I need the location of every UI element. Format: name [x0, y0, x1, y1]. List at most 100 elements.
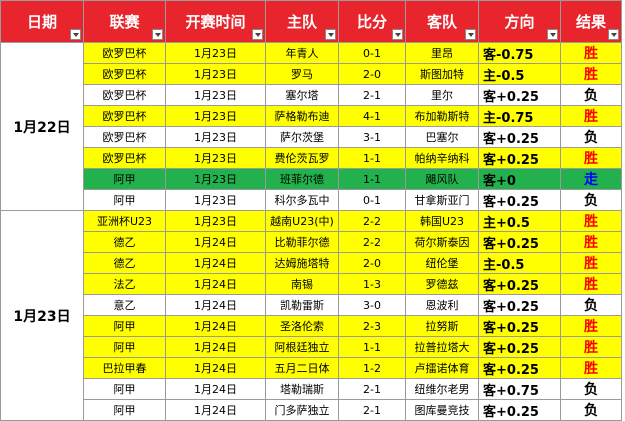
away-team-cell: 里昂: [405, 42, 479, 64]
direction-cell: 客+0.25: [478, 294, 561, 316]
home-team-cell: 达姆施塔特: [265, 252, 339, 274]
direction-cell: 客+0.25: [478, 126, 561, 148]
data-row: 阿甲 1月24日 塔勒瑞斯 2-1 纽维尔老男 客+0.75 负: [1, 378, 622, 400]
score-cell: 0-1: [338, 42, 406, 64]
score-cell: 2-0: [338, 63, 406, 85]
result-cell: 胜: [560, 42, 622, 64]
filter-button[interactable]: [152, 29, 163, 40]
column-header: 客队: [405, 0, 479, 43]
score-cell: 2-3: [338, 315, 406, 337]
data-row: 欧罗巴杯 1月23日 塞尔塔 2-1 里尔 客+0.25 负: [1, 84, 622, 106]
away-team-cell: 甘拿斯亚门: [405, 189, 479, 211]
data-row: 阿甲 1月24日 圣洛伦索 2-3 拉努斯 客+0.25 胜: [1, 315, 622, 337]
filter-button[interactable]: [252, 29, 263, 40]
away-team-cell: 荷尔斯泰因: [405, 231, 479, 253]
result-cell: 负: [560, 189, 622, 211]
time-cell: 1月23日: [165, 168, 266, 190]
header-text: 客队: [426, 13, 457, 31]
direction-cell: 客+0.25: [478, 147, 561, 169]
home-team-cell: 罗马: [265, 63, 339, 85]
league-cell: 阿甲: [83, 378, 166, 400]
home-team-cell: 科尔多瓦中: [265, 189, 339, 211]
direction-cell: 客+0.25: [478, 336, 561, 358]
league-cell: 欧罗巴杯: [83, 63, 166, 85]
away-team-cell: 巴塞尔: [405, 126, 479, 148]
time-cell: 1月24日: [165, 315, 266, 337]
league-cell: 德乙: [83, 252, 166, 274]
result-cell: 负: [560, 294, 622, 316]
result-cell: 胜: [560, 252, 622, 274]
time-cell: 1月24日: [165, 273, 266, 295]
direction-cell: 主+0.5: [478, 210, 561, 232]
filter-button[interactable]: [465, 29, 476, 40]
direction-cell: 主-0.5: [478, 252, 561, 274]
direction-cell: 客+0.25: [478, 399, 561, 421]
away-team-cell: 飓风队: [405, 168, 479, 190]
league-cell: 欧罗巴杯: [83, 84, 166, 106]
data-row: 阿甲 1月24日 门多萨独立 2-1 图库曼竞技 客+0.25 负: [1, 399, 622, 421]
score-cell: 4-1: [338, 105, 406, 127]
league-cell: 德乙: [83, 231, 166, 253]
direction-cell: 客+0.25: [478, 84, 561, 106]
score-cell: 1-1: [338, 336, 406, 358]
home-team-cell: 萨格勒布迪: [265, 105, 339, 127]
time-cell: 1月23日: [165, 42, 266, 64]
direction-cell: 主-0.5: [478, 63, 561, 85]
away-team-cell: 卢擂诺体育: [405, 357, 479, 379]
score-cell: 2-2: [338, 210, 406, 232]
time-cell: 1月23日: [165, 63, 266, 85]
away-team-cell: 斯图加特: [405, 63, 479, 85]
result-cell: 胜: [560, 357, 622, 379]
score-cell: 2-0: [338, 252, 406, 274]
time-cell: 1月24日: [165, 357, 266, 379]
column-header: 比分: [338, 0, 406, 43]
time-cell: 1月23日: [165, 210, 266, 232]
header-text: 联赛: [109, 13, 140, 31]
result-cell: 走: [560, 168, 622, 190]
data-row: 德乙 1月24日 达姆施塔特 2-0 纽伦堡 主-0.5 胜: [1, 252, 622, 274]
column-header: 结果: [560, 0, 622, 43]
time-cell: 1月23日: [165, 147, 266, 169]
league-cell: 欧罗巴杯: [83, 42, 166, 64]
result-cell: 胜: [560, 105, 622, 127]
away-team-cell: 恩波利: [405, 294, 479, 316]
league-cell: 法乙: [83, 273, 166, 295]
home-team-cell: 塞尔塔: [265, 84, 339, 106]
direction-cell: 客+0.75: [478, 378, 561, 400]
home-team-cell: 塔勒瑞斯: [265, 378, 339, 400]
score-cell: 1-1: [338, 168, 406, 190]
filter-button[interactable]: [547, 29, 558, 40]
filter-button[interactable]: [392, 29, 403, 40]
result-cell: 胜: [560, 210, 622, 232]
home-team-cell: 比勒菲尔德: [265, 231, 339, 253]
time-cell: 1月24日: [165, 252, 266, 274]
time-cell: 1月23日: [165, 105, 266, 127]
league-cell: 欧罗巴杯: [83, 126, 166, 148]
score-cell: 3-1: [338, 126, 406, 148]
direction-cell: 客+0.25: [478, 315, 561, 337]
direction-cell: 客-0.75: [478, 42, 561, 64]
data-row: 阿甲 1月23日 科尔多瓦中 0-1 甘拿斯亚门 客+0.25 负: [1, 189, 622, 211]
away-team-cell: 图库曼竞技: [405, 399, 479, 421]
direction-cell: 客+0.25: [478, 357, 561, 379]
score-cell: 2-1: [338, 378, 406, 400]
direction-cell: 客+0: [478, 168, 561, 190]
home-team-cell: 门多萨独立: [265, 399, 339, 421]
column-header: 日期: [0, 0, 84, 43]
result-cell: 胜: [560, 273, 622, 295]
date-cell: 1月22日: [0, 42, 84, 211]
away-team-cell: 纽维尔老男: [405, 378, 479, 400]
data-row: 1月22日 欧罗巴杯 1月23日 年青人 0-1 里昂 客-0.75 胜: [0, 42, 622, 211]
column-header: 联赛: [83, 0, 166, 43]
filter-button[interactable]: [325, 29, 336, 40]
filter-button[interactable]: [608, 29, 619, 40]
header-text: 主队: [286, 13, 317, 31]
away-team-cell: 拉努斯: [405, 315, 479, 337]
time-cell: 1月23日: [165, 84, 266, 106]
filter-button[interactable]: [70, 29, 81, 40]
time-cell: 1月23日: [165, 126, 266, 148]
result-cell: 负: [560, 399, 622, 421]
score-cell: 0-1: [338, 189, 406, 211]
league-cell: 巴拉甲春: [83, 357, 166, 379]
